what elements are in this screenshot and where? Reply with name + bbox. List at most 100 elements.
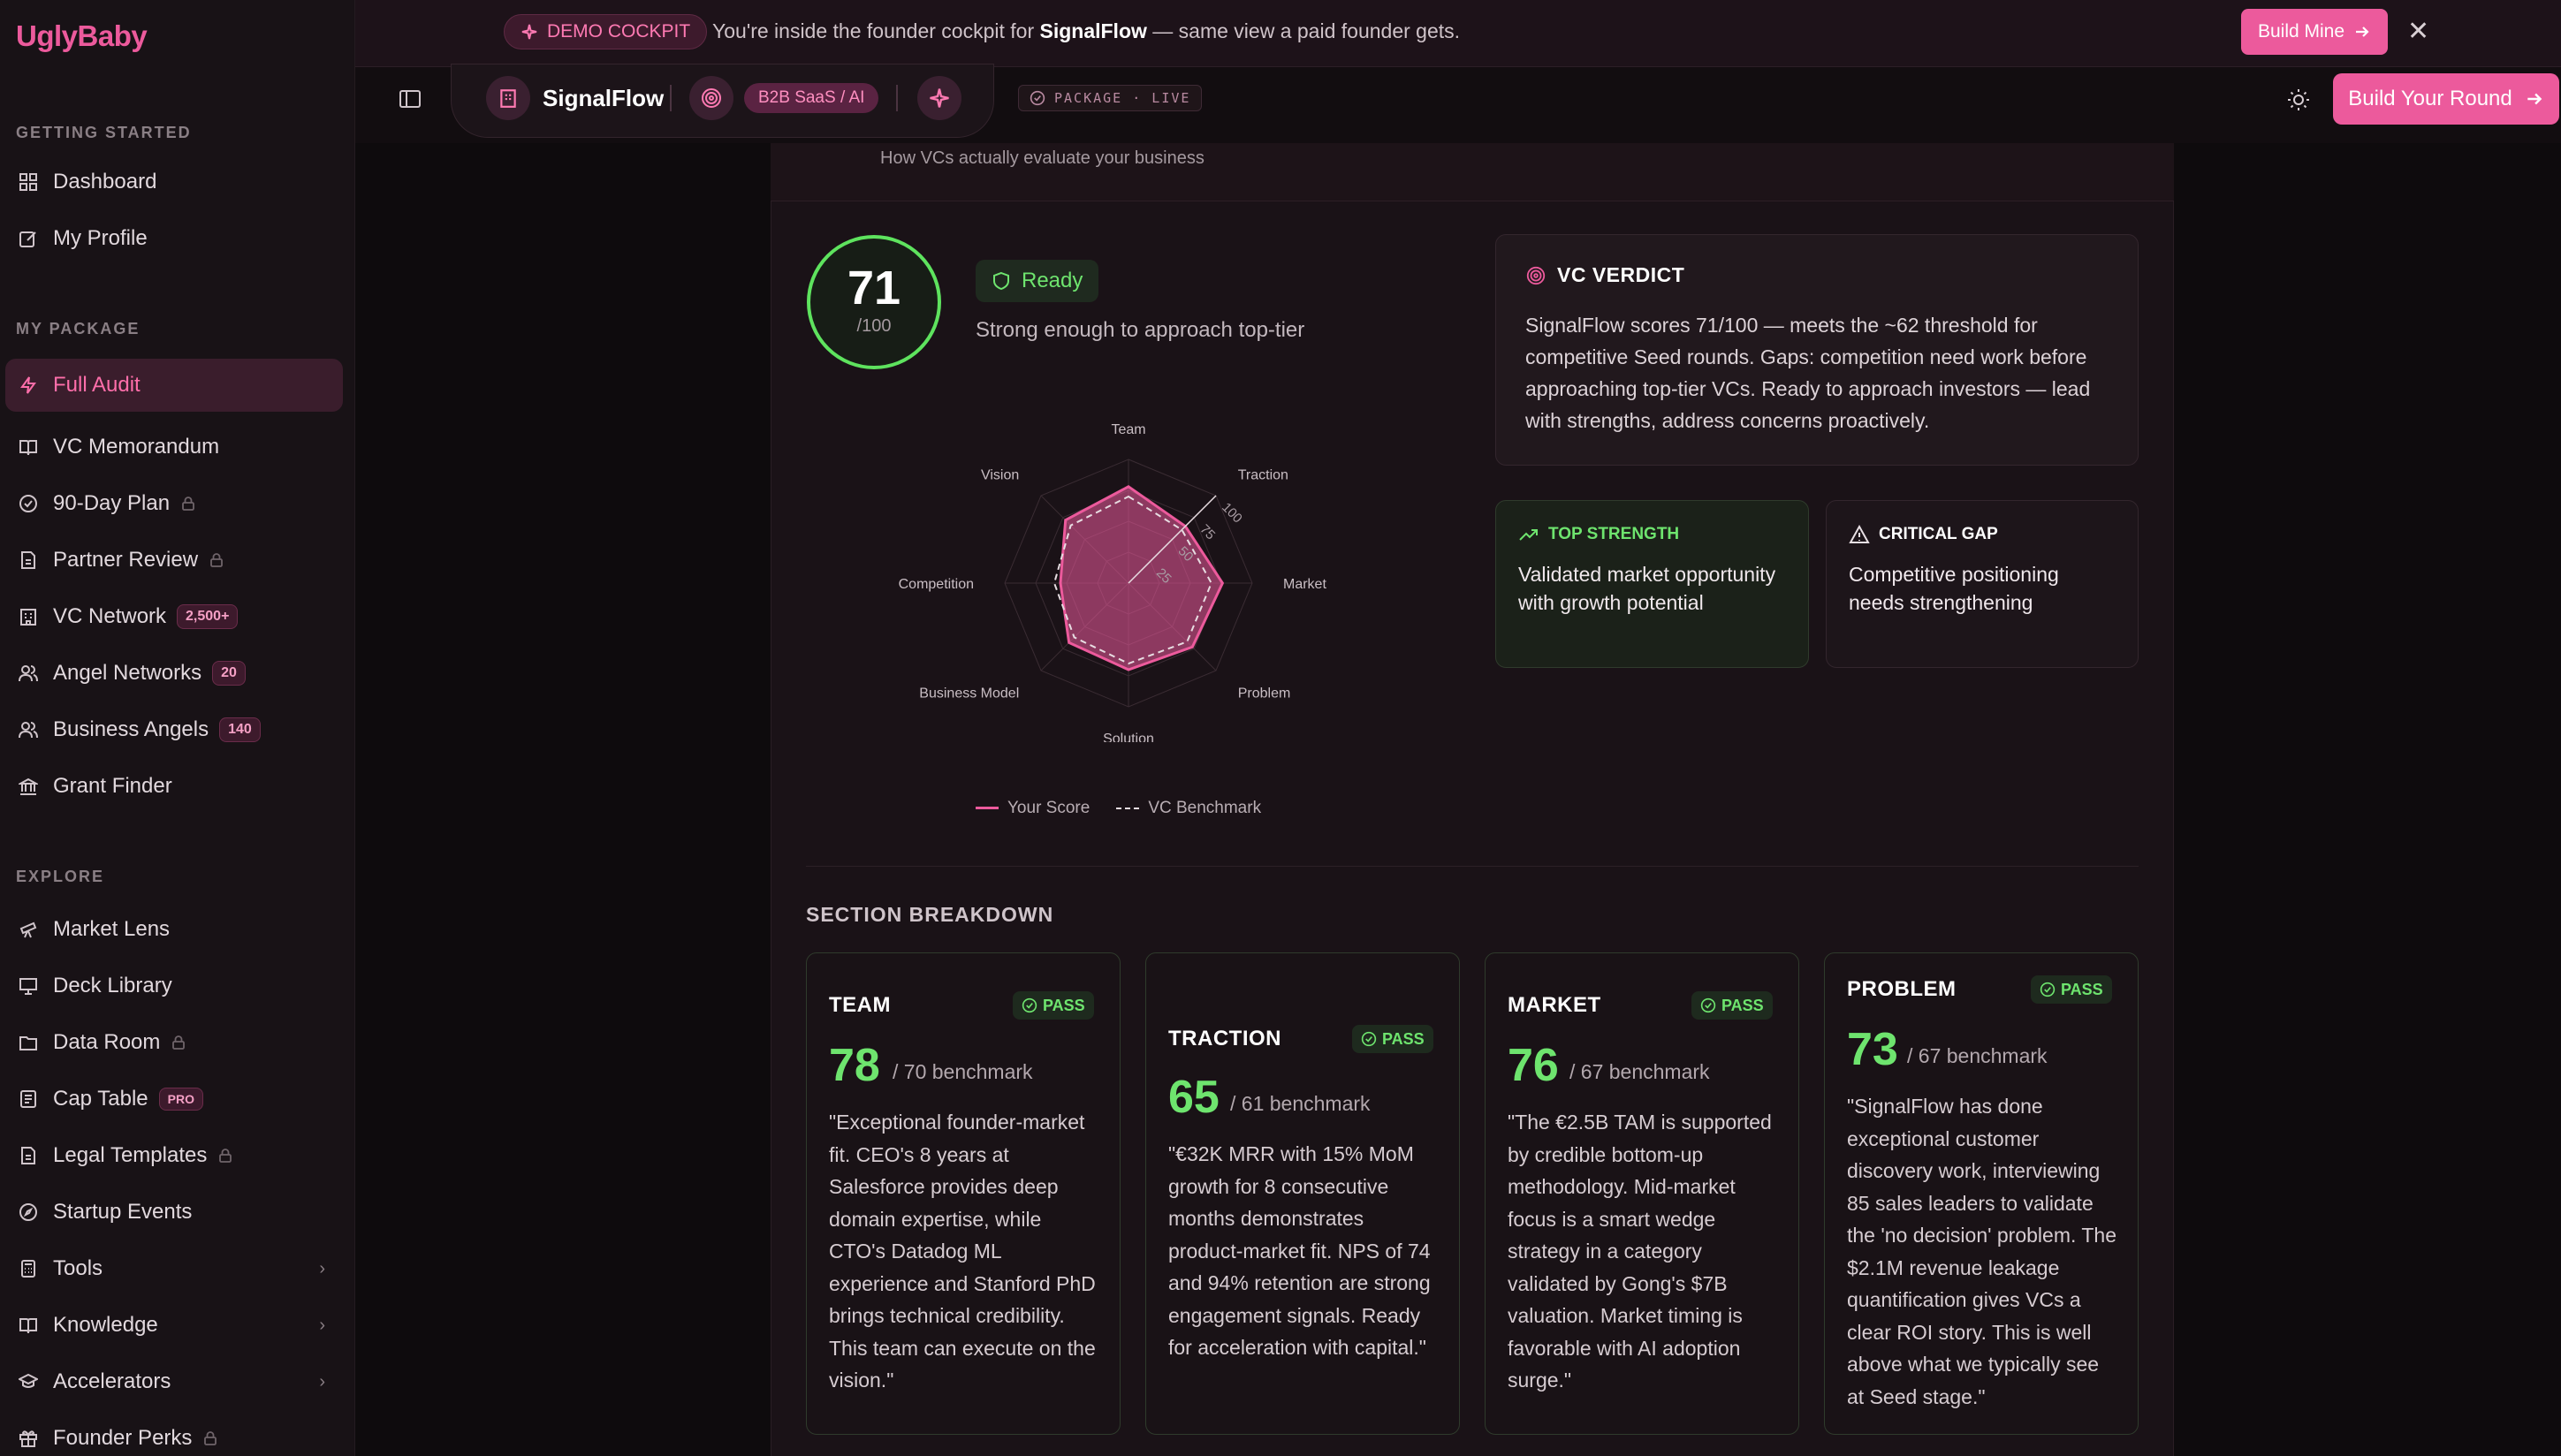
- sidebar-item-founder-perks[interactable]: Founder Perks: [5, 1412, 343, 1456]
- radar-tick-label: 100: [1219, 500, 1245, 527]
- section-getting-started: GETTING STARTED: [16, 124, 192, 141]
- app-logo[interactable]: UglyBaby: [16, 19, 148, 52]
- demo-banner: [355, 0, 2561, 67]
- users-icon: [16, 661, 41, 686]
- sidebar-item-dashboard[interactable]: Dashboard: [5, 155, 343, 209]
- target-button[interactable]: [689, 76, 733, 120]
- target-icon: [1526, 266, 1546, 284]
- book-icon: [16, 435, 41, 459]
- sidebar-item-knowledge[interactable]: Knowledge ›: [5, 1299, 343, 1352]
- sidebar-item-accelerators[interactable]: Accelerators ›: [5, 1355, 343, 1408]
- section-quote: "SignalFlow has done exceptional custome…: [1847, 1095, 2116, 1408]
- radar-benchmark-line: [1053, 495, 1212, 665]
- lock-icon: [204, 1431, 217, 1445]
- sidebar-item-grant-finder[interactable]: Grant Finder: [5, 760, 343, 813]
- sidebar-item-label: Startup Events: [53, 1200, 193, 1224]
- pass-badge: PASS: [2031, 975, 2112, 1004]
- graduation-cap-icon: [16, 1369, 41, 1394]
- count-badge: 140: [219, 717, 261, 742]
- section-card-problem: [1824, 952, 2139, 1435]
- building-icon: [16, 604, 41, 629]
- sidebar-item-business-angels[interactable]: Business Angels 140: [5, 703, 343, 756]
- build-your-round-button[interactable]: Build Your Round: [2333, 73, 2559, 125]
- radar-axis-label: Competition: [899, 577, 974, 592]
- top-strength-label: TOP STRENGTH: [1518, 525, 1679, 544]
- users-icon: [16, 717, 41, 742]
- radar-axis-label: Traction: [1238, 467, 1288, 482]
- section-my-package: MY PACKAGE: [16, 320, 141, 337]
- gift-icon: [16, 1426, 41, 1451]
- top-strength-text: Validated market opportunity with growth…: [1518, 563, 1776, 614]
- sidebar-item-partner-review[interactable]: Partner Review: [5, 534, 343, 587]
- critical-gap-card: [1826, 500, 2139, 668]
- sidebar-item-vc-memorandum[interactable]: VC Memorandum: [5, 421, 343, 474]
- sidebar-item-cap-table[interactable]: Cap Table PRO: [5, 1073, 343, 1126]
- overall-score-max: /100: [856, 316, 892, 336]
- trending-up-icon: [1519, 529, 1538, 541]
- sidebar-item-label: Deck Library: [53, 974, 172, 997]
- sidebar-item-my-profile[interactable]: My Profile: [5, 212, 343, 265]
- sidebar-item-label: Angel Networks: [53, 661, 202, 685]
- sector-badge: B2B SaaS / AI: [744, 83, 879, 113]
- pro-badge: PRO: [158, 1088, 203, 1111]
- sidebar-item-label: Accelerators: [53, 1369, 171, 1393]
- top-strength-card: [1495, 500, 1809, 668]
- target-icon: [702, 88, 721, 108]
- sidebar-item-90-day-plan[interactable]: 90-Day Plan: [5, 477, 343, 530]
- sidebar-item-label: Founder Perks: [53, 1426, 193, 1450]
- score-ring: [807, 235, 941, 369]
- legend-dashed-line: [1116, 808, 1140, 809]
- radar-axis-label: Vision: [981, 467, 1019, 482]
- arrow-right-icon: [2356, 27, 2369, 37]
- divider: [670, 85, 672, 111]
- section-card-market: [1485, 952, 1799, 1435]
- section-quote: "€32K MRR with 15% MoM growth for 8 cons…: [1168, 1142, 1431, 1359]
- section-card-title: TEAM: [829, 993, 891, 1017]
- sidebar: UglyBaby GETTING STARTED Dashboard My Pr…: [0, 0, 355, 1456]
- sidebar-item-market-lens[interactable]: Market Lens: [5, 903, 343, 956]
- arrow-right-icon: [2527, 93, 2542, 105]
- sidebar-item-vc-network[interactable]: VC Network 2,500+: [5, 590, 343, 643]
- vc-verdict-text: SignalFlow scores 71/100 — meets the ~62…: [1525, 314, 2091, 432]
- sidebar-item-angel-networks[interactable]: Angel Networks 20: [5, 647, 343, 700]
- banner-message: You're inside the founder cockpit for Si…: [712, 19, 1460, 43]
- book-icon: [16, 1313, 41, 1338]
- banner-company: SignalFlow: [1039, 19, 1147, 42]
- sidebar-item-tools[interactable]: Tools ›: [5, 1242, 343, 1295]
- build-round-label: Build Your Round: [2348, 87, 2512, 110]
- radar-score-area: [1059, 485, 1225, 671]
- sidebar-item-label: Business Angels: [53, 717, 209, 741]
- close-icon[interactable]: ✕: [2407, 17, 2430, 46]
- pass-badge: PASS: [1013, 991, 1094, 1020]
- chevron-right-icon: ›: [319, 1315, 325, 1335]
- sidebar-item-startup-events[interactable]: Startup Events: [5, 1186, 343, 1239]
- section-card-title: PROBLEM: [1847, 977, 1957, 1001]
- pass-badge: PASS: [1352, 1025, 1433, 1053]
- sidebar-item-label: My Profile: [53, 226, 148, 250]
- sparkle-button[interactable]: [917, 76, 961, 120]
- sidebar-toggle-icon[interactable]: [398, 87, 422, 111]
- document-icon: [16, 1143, 41, 1168]
- section-quote: "The €2.5B TAM is supported by credible …: [1508, 1111, 1772, 1392]
- radar-tick-label: 75: [1197, 522, 1218, 543]
- section-score: 65: [1168, 1072, 1220, 1123]
- build-mine-button[interactable]: Build Mine: [2241, 9, 2388, 55]
- section-benchmark: / 61 benchmark: [1230, 1092, 1371, 1115]
- chart-legend: Your Score VC Benchmark: [976, 799, 1261, 818]
- sidebar-item-legal-templates[interactable]: Legal Templates: [5, 1129, 343, 1182]
- sidebar-item-full-audit[interactable]: Full Audit: [5, 359, 343, 412]
- sidebar-item-deck-library[interactable]: Deck Library: [5, 959, 343, 1012]
- lock-icon: [219, 1149, 232, 1163]
- count-badge: 2,500+: [177, 604, 239, 629]
- sun-icon[interactable]: [2285, 87, 2312, 113]
- package-status-label: PACKAGE · LIVE: [1054, 90, 1191, 106]
- lock-icon: [172, 1035, 186, 1050]
- status-description: Strong enough to approach top-tier: [976, 318, 1305, 342]
- pass-label: PASS: [2061, 980, 2103, 998]
- sidebar-item-data-room[interactable]: Data Room: [5, 1016, 343, 1069]
- chevron-right-icon: ›: [319, 1371, 325, 1392]
- sidebar-item-label: Partner Review: [53, 548, 199, 572]
- radar-axis-label: Team: [1111, 424, 1145, 437]
- section-score: 76: [1508, 1040, 1559, 1091]
- critical-gap-label: CRITICAL GAP: [1849, 525, 1998, 544]
